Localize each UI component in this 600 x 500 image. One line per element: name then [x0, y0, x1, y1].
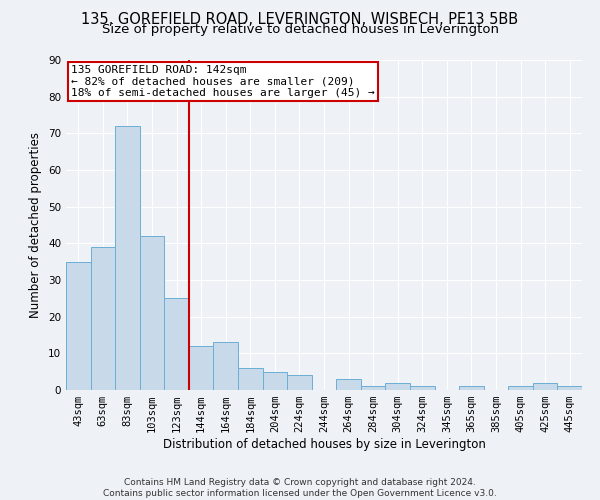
X-axis label: Distribution of detached houses by size in Leverington: Distribution of detached houses by size … [163, 438, 485, 451]
Text: Size of property relative to detached houses in Leverington: Size of property relative to detached ho… [101, 22, 499, 36]
Bar [263, 372, 287, 390]
Bar [66, 262, 91, 390]
Bar [287, 376, 312, 390]
Bar [164, 298, 189, 390]
Bar [385, 382, 410, 390]
Bar [189, 346, 214, 390]
Bar [361, 386, 385, 390]
Bar [557, 386, 582, 390]
Text: Contains HM Land Registry data © Crown copyright and database right 2024.
Contai: Contains HM Land Registry data © Crown c… [103, 478, 497, 498]
Text: 135, GOREFIELD ROAD, LEVERINGTON, WISBECH, PE13 5BB: 135, GOREFIELD ROAD, LEVERINGTON, WISBEC… [82, 12, 518, 28]
Bar [508, 386, 533, 390]
Bar [459, 386, 484, 390]
Bar [214, 342, 238, 390]
Bar [533, 382, 557, 390]
Bar [140, 236, 164, 390]
Text: 135 GOREFIELD ROAD: 142sqm
← 82% of detached houses are smaller (209)
18% of sem: 135 GOREFIELD ROAD: 142sqm ← 82% of deta… [71, 65, 375, 98]
Y-axis label: Number of detached properties: Number of detached properties [29, 132, 43, 318]
Bar [410, 386, 434, 390]
Bar [115, 126, 140, 390]
Bar [238, 368, 263, 390]
Bar [91, 247, 115, 390]
Bar [336, 379, 361, 390]
